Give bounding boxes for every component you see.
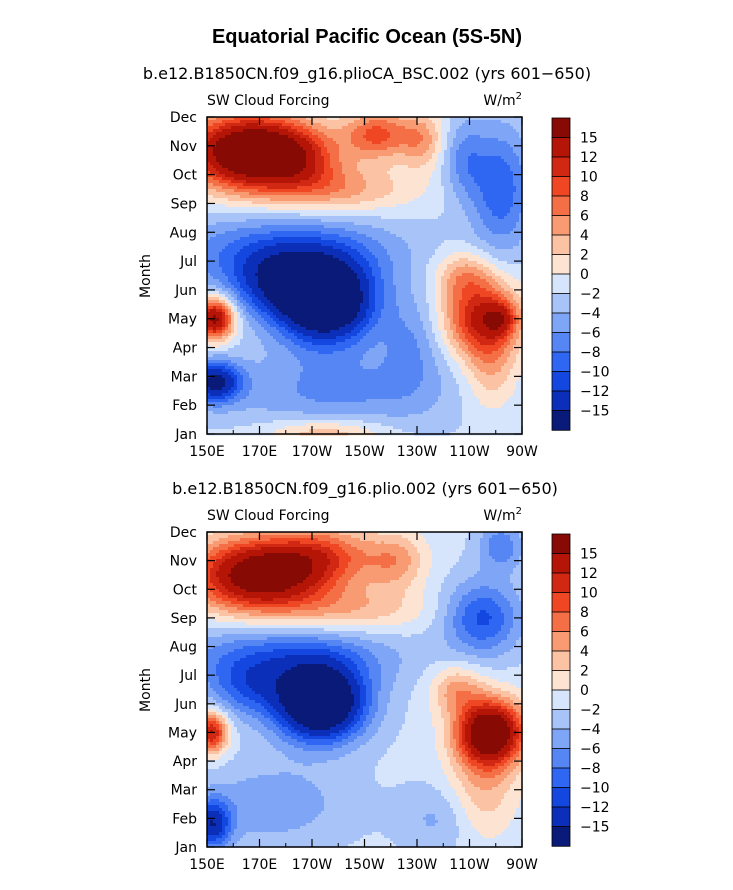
heatmap-cells xyxy=(207,117,523,436)
figure-title: Equatorial Pacific Ocean (5S-5N) xyxy=(212,26,522,48)
y-axis-label: Month xyxy=(138,254,154,298)
units-label: W/m2 xyxy=(483,91,522,109)
variable-label: SW Cloud Forcing xyxy=(207,93,330,109)
panel-plioCA: b.e12.B1850CN.f09_g16.plioCA_BSC.002 (yr… xyxy=(138,64,610,460)
panel-subtitle: b.e12.B1850CN.f09_g16.plioCA_BSC.002 (yr… xyxy=(143,64,591,84)
heatmap-plot: JanFebMarAprMayJunJulAugSepOctNovDec150E… xyxy=(168,110,538,460)
